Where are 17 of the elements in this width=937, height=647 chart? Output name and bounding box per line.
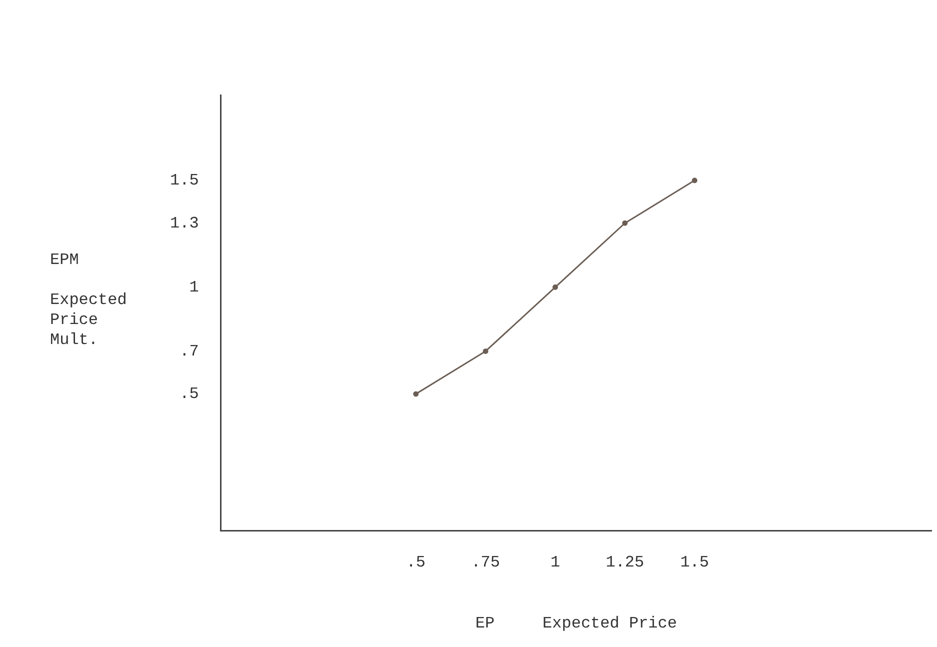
y-tick-label: .7 [180,342,199,360]
x-tick-label: 1.5 [680,553,710,572]
x-tick-label: 1 [550,553,560,572]
text: EPM Expected Price Mult. [50,251,127,349]
y-tick-label: 1 [189,278,199,296]
y-tick-label: 1.3 [170,214,199,232]
y-tick-label: .5 [180,385,199,404]
x-tick-label: 1.25 [606,553,644,572]
x-tick-label: .5 [406,553,426,572]
point [552,284,558,290]
y-tick-label: 1.5 [170,172,199,190]
point [482,348,488,354]
x-tick-label: .75 [471,553,500,572]
point [413,391,419,397]
point [622,220,628,226]
x-axis-title: EP Expected Price [475,614,677,633]
point [692,178,698,184]
